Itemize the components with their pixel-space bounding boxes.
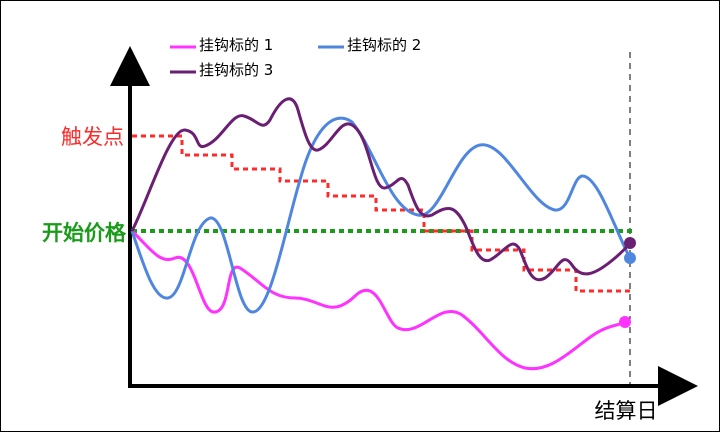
legend-label-3: 挂钩标的 3 [199,61,273,79]
settlement-day-label: 结算日 [595,399,658,423]
series-3-line [130,97,632,282]
legend-label-1: 挂钩标的 1 [199,36,273,54]
trigger-step-line [132,134,632,293]
legend-label-2: 挂钩标的 2 [347,36,421,54]
series-2-line [130,116,632,314]
series-3-end-point [624,237,636,249]
trigger-label: 触发点 [61,125,124,149]
series-1-end-point [619,316,631,328]
legend: 挂钩标的 1 挂钩标的 2 挂钩标的 3 [170,36,421,79]
series-2-end-point [624,252,636,264]
start-price-label: 开始价格 [42,221,127,245]
series-1-line [130,229,626,371]
